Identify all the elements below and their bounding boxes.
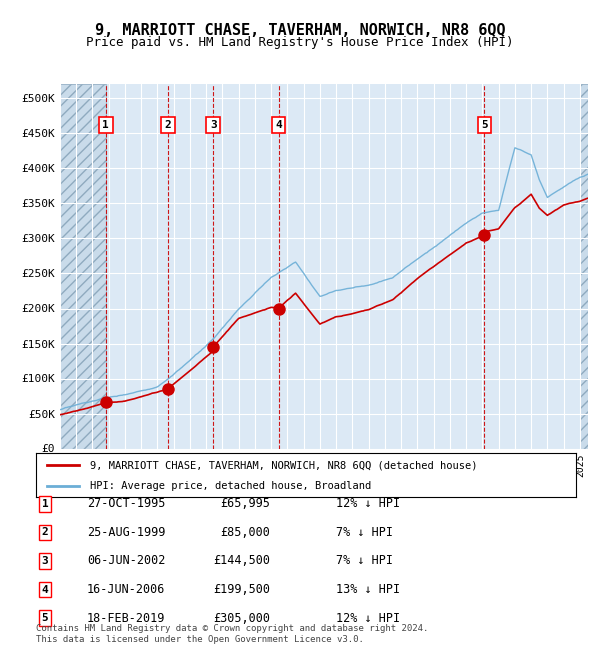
Text: £65,995: £65,995 bbox=[220, 497, 270, 510]
Text: HPI: Average price, detached house, Broadland: HPI: Average price, detached house, Broa… bbox=[90, 481, 371, 491]
Bar bbox=[580, 84, 588, 448]
Bar bbox=[60, 84, 106, 448]
Text: 06-JUN-2002: 06-JUN-2002 bbox=[87, 554, 166, 567]
Text: 5: 5 bbox=[481, 120, 488, 130]
Text: 2: 2 bbox=[41, 527, 49, 538]
Text: £144,500: £144,500 bbox=[213, 554, 270, 567]
Text: 12% ↓ HPI: 12% ↓ HPI bbox=[336, 612, 400, 625]
Bar bbox=[60, 84, 106, 448]
Text: 9, MARRIOTT CHASE, TAVERHAM, NORWICH, NR8 6QQ: 9, MARRIOTT CHASE, TAVERHAM, NORWICH, NR… bbox=[95, 23, 505, 38]
Text: £305,000: £305,000 bbox=[213, 612, 270, 625]
Text: 27-OCT-1995: 27-OCT-1995 bbox=[87, 497, 166, 510]
Text: 16-JUN-2006: 16-JUN-2006 bbox=[87, 583, 166, 596]
Bar bbox=[580, 84, 588, 448]
Text: 3: 3 bbox=[210, 120, 217, 130]
Text: 9, MARRIOTT CHASE, TAVERHAM, NORWICH, NR8 6QQ (detached house): 9, MARRIOTT CHASE, TAVERHAM, NORWICH, NR… bbox=[90, 460, 478, 471]
Text: 7% ↓ HPI: 7% ↓ HPI bbox=[336, 526, 393, 539]
Text: 5: 5 bbox=[41, 613, 49, 623]
Text: Contains HM Land Registry data © Crown copyright and database right 2024.
This d: Contains HM Land Registry data © Crown c… bbox=[36, 624, 428, 644]
Text: 3: 3 bbox=[41, 556, 49, 566]
Text: £199,500: £199,500 bbox=[213, 583, 270, 596]
Text: 25-AUG-1999: 25-AUG-1999 bbox=[87, 526, 166, 539]
Text: 1: 1 bbox=[41, 499, 49, 509]
Text: 12% ↓ HPI: 12% ↓ HPI bbox=[336, 497, 400, 510]
Text: 2: 2 bbox=[164, 120, 172, 130]
Text: 18-FEB-2019: 18-FEB-2019 bbox=[87, 612, 166, 625]
Text: 1: 1 bbox=[103, 120, 109, 130]
Text: 4: 4 bbox=[275, 120, 282, 130]
Text: 4: 4 bbox=[41, 584, 49, 595]
Text: £85,000: £85,000 bbox=[220, 526, 270, 539]
Text: Price paid vs. HM Land Registry's House Price Index (HPI): Price paid vs. HM Land Registry's House … bbox=[86, 36, 514, 49]
Text: 7% ↓ HPI: 7% ↓ HPI bbox=[336, 554, 393, 567]
Text: 13% ↓ HPI: 13% ↓ HPI bbox=[336, 583, 400, 596]
